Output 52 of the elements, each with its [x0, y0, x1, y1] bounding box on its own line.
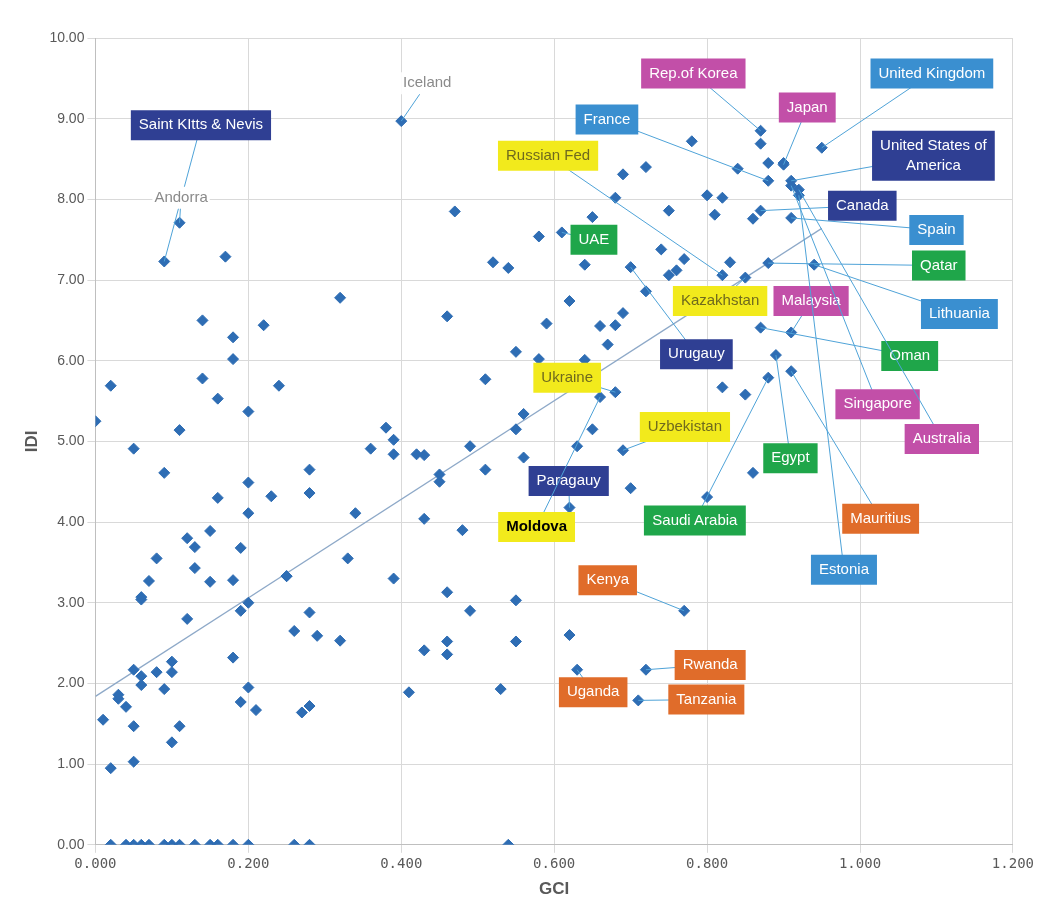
annotation: Iceland	[403, 73, 452, 91]
x-tick-label: 0.600	[533, 854, 576, 871]
y-tick-label: 9.00	[57, 109, 85, 126]
annotation: Uganda	[566, 682, 621, 700]
y-tick-label: 10.00	[49, 28, 85, 45]
annotation: Kenya	[586, 570, 630, 588]
annotation: Urugauy	[668, 344, 726, 362]
annotation: Egypt	[771, 448, 811, 466]
x-tick-label: 1.000	[838, 854, 882, 871]
annotation: Uzbekistan	[647, 417, 723, 435]
annotation: Canada	[836, 195, 890, 213]
y-axis-title: IDI	[21, 430, 41, 453]
annotation: Ukraine	[541, 367, 594, 385]
x-tick-label: 0.000	[74, 854, 117, 871]
annotation: Estonia	[818, 559, 870, 577]
annotation: Oman	[889, 346, 931, 364]
annotation: Saudi Arabia	[652, 510, 739, 528]
x-tick-label: 0.800	[686, 854, 729, 871]
y-tick-label: 4.00	[57, 512, 85, 529]
annotation: Andorra	[154, 187, 209, 205]
annotation: Paragauy	[536, 471, 602, 489]
annotation: Saint KItts & Nevis	[138, 115, 264, 133]
annotation: Australia	[912, 429, 972, 447]
annotation: United Kingdom	[878, 63, 986, 81]
annotation: Rep.of Korea	[649, 63, 739, 81]
annotation: Kazakhstan	[680, 291, 760, 309]
annotation: Moldova	[506, 517, 568, 535]
annotation: Malaysia	[781, 291, 842, 309]
x-tick-label: 0.400	[380, 854, 423, 871]
annotation: Tanzania	[676, 689, 738, 707]
annotation: United States of America	[880, 135, 988, 173]
annotation: Rwanda	[682, 655, 739, 673]
annotation: Lithuania	[928, 304, 991, 322]
annotation: Japan	[786, 97, 828, 115]
y-tick-label: 0.00	[57, 835, 85, 852]
annotation: Mauritius	[850, 508, 912, 526]
x-tick-label: 1.200	[991, 854, 1035, 871]
annotation: Spain	[917, 220, 956, 238]
y-tick-label: 5.00	[57, 432, 85, 449]
y-tick-label: 1.00	[57, 754, 85, 771]
y-tick-label: 7.00	[57, 270, 85, 287]
x-tick-label: 0.200	[227, 854, 270, 871]
annotation: Singapore	[843, 394, 912, 412]
x-axis-title: GCI	[539, 879, 570, 899]
annotation: France	[583, 109, 631, 127]
annotation: Qatar	[920, 255, 958, 273]
y-tick-label: 3.00	[57, 593, 85, 610]
y-tick-label: 6.00	[57, 351, 85, 368]
y-tick-label: 8.00	[57, 190, 85, 207]
annotation: Russian Fed	[505, 145, 591, 163]
annotation: UAE	[578, 229, 610, 247]
y-tick-label: 2.00	[57, 674, 85, 691]
